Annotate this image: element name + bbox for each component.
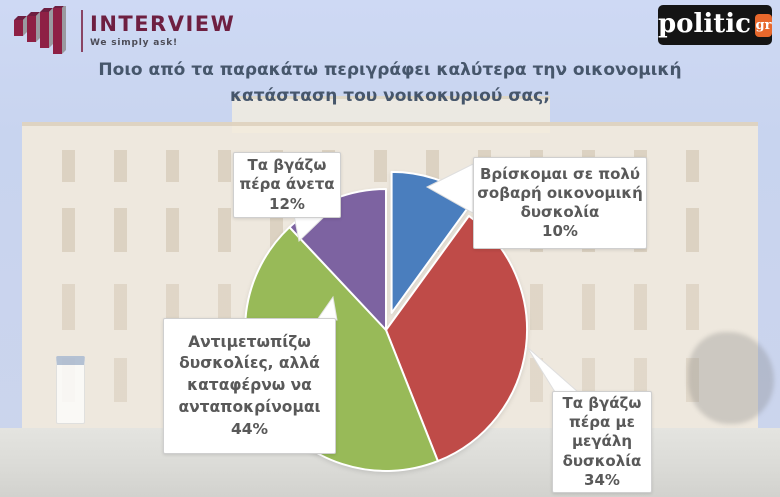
politic-logo: politic gr xyxy=(658,5,772,45)
callout-label-great-difficulty: Τα βγάζω πέρα με μεγάλη δυσκολία 34% xyxy=(552,391,652,493)
callout-pointer-great-difficulty xyxy=(526,346,580,393)
callout-label-comfortable: Τα βγάζω πέρα άνετα 12% xyxy=(233,152,341,218)
callout-label-very-serious: Βρίσκομαι σε πολύ σοβαρή οικονομική δυσκ… xyxy=(473,157,647,249)
poll-question: Ποιο από τα παρακάτω περιγράφει καλύτερα… xyxy=(30,58,750,109)
politic-gr-badge: gr xyxy=(755,13,772,37)
logo-divider xyxy=(81,10,83,52)
politic-wordmark: politic xyxy=(658,9,751,39)
interview-logo-name: INTERVIEW xyxy=(90,12,236,36)
callout-label-coping: Αντιμετωπίζω δυσκολίες, αλλά καταφέρνω ν… xyxy=(163,318,336,454)
bar-chart-icon xyxy=(14,6,66,54)
interview-logo: INTERVIEW We simply ask! xyxy=(12,6,235,56)
interview-logo-tagline: We simply ask! xyxy=(90,38,178,48)
poll-question-text: Ποιο από τα παρακάτω περιγράφει καλύτερα… xyxy=(98,60,682,106)
